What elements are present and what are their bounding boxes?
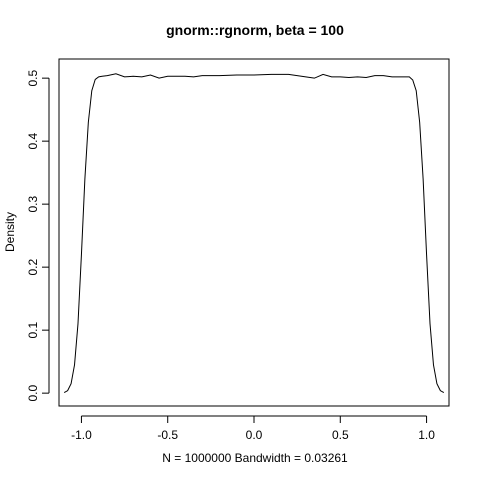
y-tick-label: 0.2: [26, 258, 40, 275]
x-tick-label: 0.5: [332, 428, 349, 442]
x-axis-label: N = 1000000 Bandwidth = 0.03261: [162, 451, 348, 465]
density-curve: [63, 73, 445, 393]
y-tick-label: 0.5: [26, 69, 40, 86]
x-tick-label: -1.0: [71, 428, 92, 442]
plot-frame: [58, 58, 450, 407]
x-tick-label: -0.5: [157, 428, 178, 442]
y-tick-label: 0.0: [26, 384, 40, 401]
y-tick-label: 0.1: [26, 321, 40, 338]
chart-title: gnorm::rgnorm, beta = 100: [166, 22, 344, 38]
y-tick-label: 0.3: [26, 195, 40, 212]
x-tick-label: 1.0: [418, 428, 435, 442]
x-tick-label: 0.0: [246, 428, 263, 442]
y-tick-label: 0.4: [26, 132, 40, 149]
y-axis: 0.0 0.1 0.2 0.3 0.4 0.5: [26, 69, 50, 401]
x-axis: -1.0 -0.5 0.0 0.5 1.0: [71, 415, 435, 442]
y-axis-label: Density: [3, 212, 17, 252]
